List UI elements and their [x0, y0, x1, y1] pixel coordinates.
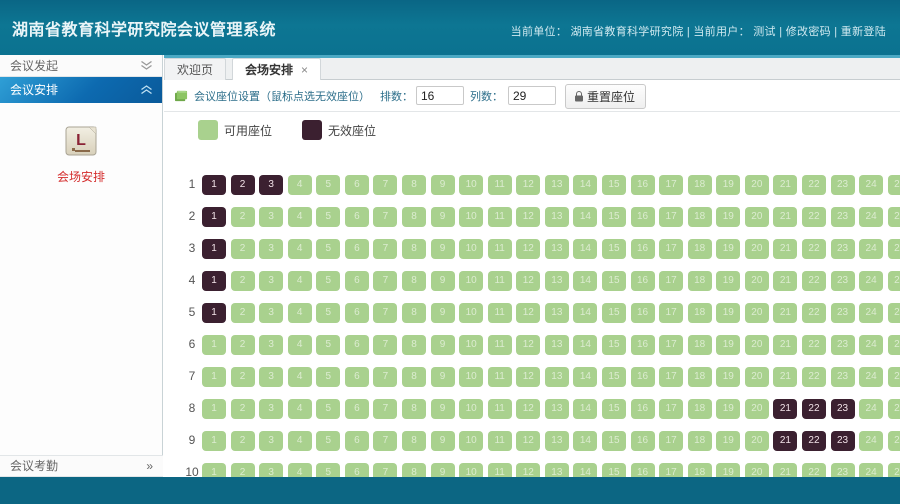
svg-text:L: L: [76, 132, 86, 149]
